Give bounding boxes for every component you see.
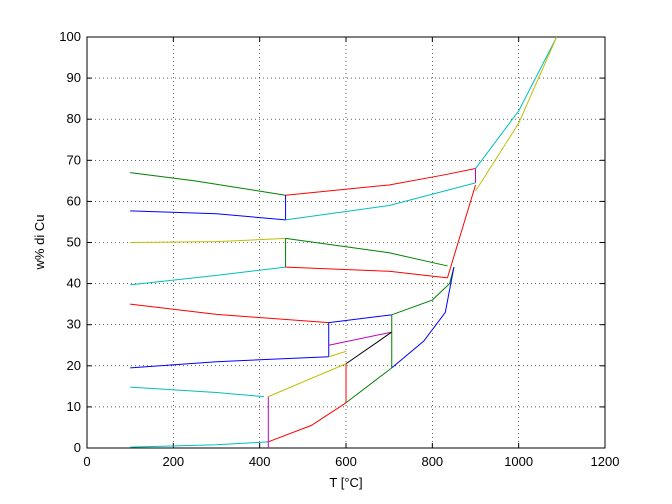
data-line — [268, 402, 347, 443]
y-tick-label: 20 — [67, 358, 81, 373]
data-line — [285, 266, 448, 279]
data-line — [285, 182, 476, 221]
data-line — [446, 184, 476, 278]
y-tick-label: 10 — [67, 399, 81, 414]
data-line — [328, 350, 347, 358]
y-tick-label: 50 — [67, 235, 81, 250]
data-line — [475, 36, 558, 169]
data-line — [130, 441, 269, 448]
data-line — [130, 266, 286, 286]
data-line — [130, 237, 286, 243]
x-tick-label: 600 — [335, 454, 357, 469]
y-tick-label: 100 — [59, 29, 81, 44]
x-tick-label: 1000 — [504, 454, 533, 469]
data-line — [391, 267, 455, 369]
data-line — [130, 210, 286, 221]
x-tick-label: 1200 — [591, 454, 620, 469]
data-line — [130, 172, 286, 196]
x-tick-label: 0 — [83, 454, 90, 469]
y-tick-label: 40 — [67, 276, 81, 291]
x-axis-label: T [°C] — [329, 475, 362, 490]
data-line — [328, 314, 392, 324]
y-tick-label: 70 — [67, 152, 81, 167]
data-line — [285, 168, 476, 196]
data-line — [391, 267, 455, 316]
x-tick-label: 800 — [421, 454, 443, 469]
data-line — [475, 36, 558, 192]
y-tick-label: 30 — [67, 317, 81, 332]
x-tick-label: 400 — [249, 454, 271, 469]
data-line — [328, 331, 392, 346]
data-line — [285, 237, 448, 267]
y-tick-label: 80 — [67, 111, 81, 126]
data-line — [130, 386, 265, 398]
data-line — [345, 367, 393, 404]
y-tick-label: 0 — [74, 440, 81, 455]
data-line — [268, 363, 347, 398]
y-axis-label: w% di Cu — [32, 215, 47, 271]
data-line — [345, 331, 393, 365]
axes-box — [86, 36, 606, 449]
y-tick-label: 60 — [67, 193, 81, 208]
data-line — [130, 303, 329, 324]
y-tick-label: 90 — [67, 70, 81, 85]
data-line — [130, 356, 329, 369]
x-tick-label: 200 — [162, 454, 184, 469]
